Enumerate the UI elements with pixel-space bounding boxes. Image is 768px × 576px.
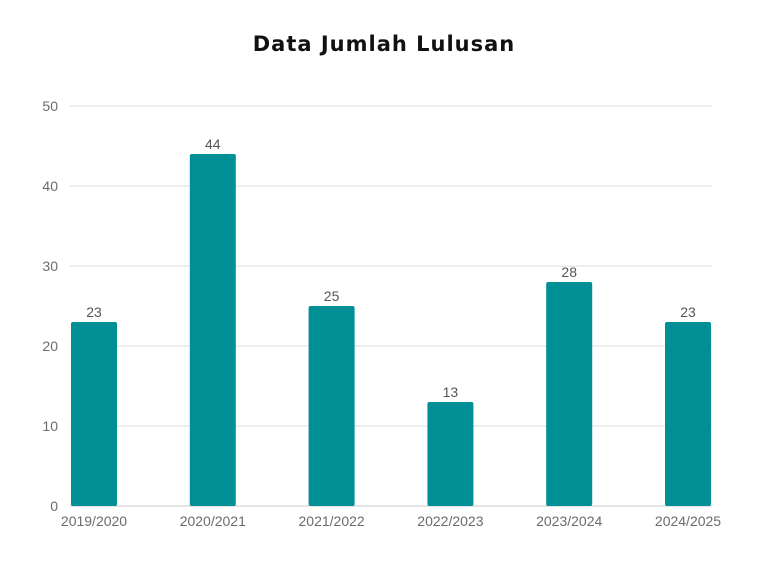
bar [308, 306, 355, 506]
x-axis: 2019/2020 2020/2021 2021/2022 2022/2023 2023… [61, 513, 721, 529]
bar [427, 402, 474, 506]
x-tick-label: 2024/2025 [655, 513, 721, 529]
data-labels: 23 44 25 13 28 23 [86, 136, 696, 400]
y-tick-label: 50 [42, 98, 58, 114]
bar [546, 282, 593, 506]
bar-value-label: 25 [324, 288, 340, 304]
x-tick-label: 2019/2020 [61, 513, 127, 529]
y-tick-label: 30 [42, 258, 58, 274]
bar [71, 322, 117, 506]
bars [71, 154, 711, 506]
y-tick-label: 10 [42, 418, 58, 434]
bar [189, 154, 236, 506]
y-tick-label: 20 [42, 338, 58, 354]
bar [665, 322, 711, 506]
y-axis: 0 10 20 30 40 50 [42, 98, 58, 514]
x-tick-label: 2022/2023 [417, 513, 483, 529]
x-tick-label: 2020/2021 [180, 513, 246, 529]
y-tick-label: 40 [42, 178, 58, 194]
chart-title: Data Jumlah Lulusan [252, 32, 516, 56]
bar-value-label: 23 [680, 304, 696, 320]
x-tick-label: 2023/2024 [536, 513, 602, 529]
bar-value-label: 13 [443, 384, 459, 400]
gridlines [70, 105, 712, 507]
bar-value-label: 23 [86, 304, 102, 320]
bar-value-label: 44 [205, 136, 221, 152]
x-tick-label: 2021/2022 [299, 513, 365, 529]
y-tick-label: 0 [50, 498, 58, 514]
bar-value-label: 28 [561, 264, 577, 280]
